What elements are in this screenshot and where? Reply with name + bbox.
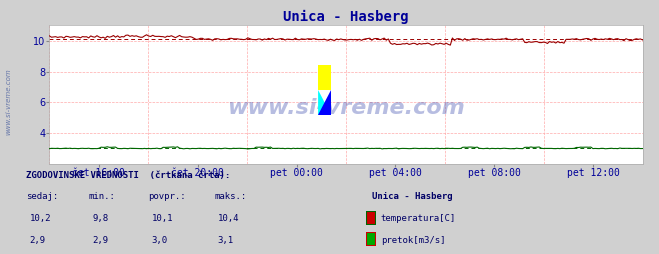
Text: 3,1: 3,1 <box>217 235 233 245</box>
FancyBboxPatch shape <box>318 65 331 90</box>
Polygon shape <box>318 90 331 115</box>
Text: 10,1: 10,1 <box>152 214 173 223</box>
Text: min.:: min.: <box>89 192 116 201</box>
Text: ZGODOVINSKE VREDNOSTI  (črtkana črta):: ZGODOVINSKE VREDNOSTI (črtkana črta): <box>26 171 231 180</box>
Text: 9,8: 9,8 <box>92 214 108 223</box>
Text: 3,0: 3,0 <box>152 235 167 245</box>
Text: sedaj:: sedaj: <box>26 192 59 201</box>
Text: www.si-vreme.com: www.si-vreme.com <box>227 99 465 118</box>
Text: 2,9: 2,9 <box>30 235 45 245</box>
Text: maks.:: maks.: <box>214 192 246 201</box>
Text: temperatura[C]: temperatura[C] <box>381 214 456 223</box>
Polygon shape <box>318 90 331 115</box>
Text: pretok[m3/s]: pretok[m3/s] <box>381 235 445 245</box>
Text: povpr.:: povpr.: <box>148 192 186 201</box>
Text: Unica - Hasberg: Unica - Hasberg <box>372 192 453 201</box>
Text: 2,9: 2,9 <box>92 235 108 245</box>
Text: 10,4: 10,4 <box>217 214 239 223</box>
Text: www.si-vreme.com: www.si-vreme.com <box>5 68 11 135</box>
Title: Unica - Hasberg: Unica - Hasberg <box>283 10 409 24</box>
Text: 10,2: 10,2 <box>30 214 51 223</box>
